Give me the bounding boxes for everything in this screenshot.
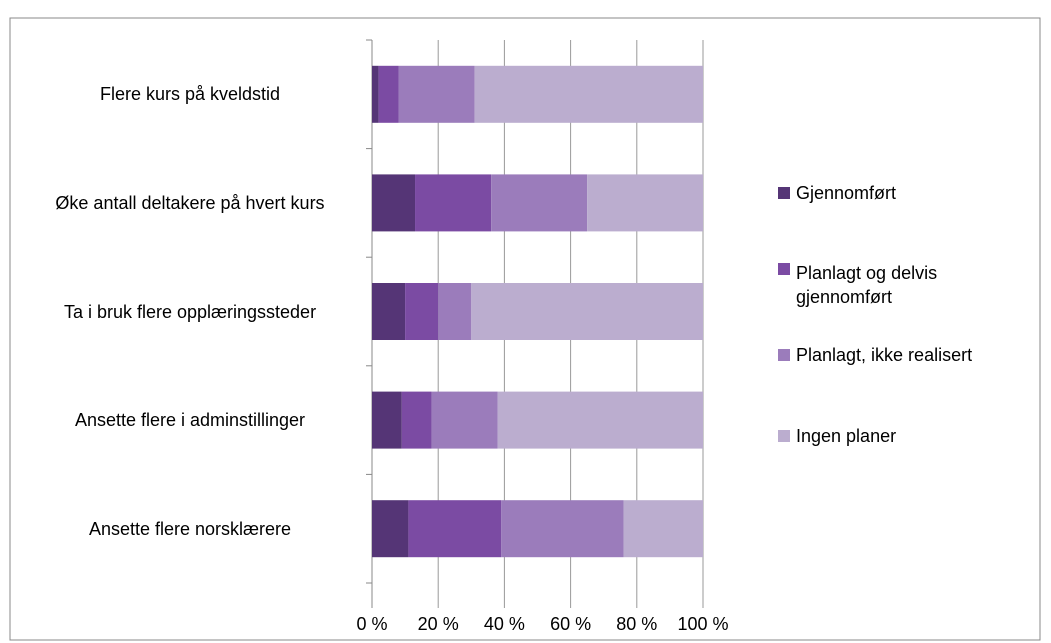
legend-label: Planlagt og delvis gjennomført bbox=[796, 263, 938, 307]
bar-segment bbox=[372, 500, 409, 558]
x-tick-label: 40 % bbox=[484, 614, 525, 634]
bar-segment bbox=[372, 174, 416, 232]
x-tick-label: 100 % bbox=[677, 614, 728, 634]
legend-label: Gjennomført bbox=[796, 183, 897, 203]
bar-segment bbox=[501, 500, 624, 558]
bar-segment bbox=[431, 391, 498, 449]
bar-segment bbox=[372, 283, 406, 340]
bar-segment bbox=[401, 391, 432, 449]
x-tick-label: 80 % bbox=[616, 614, 657, 634]
legend-swatch bbox=[778, 430, 790, 442]
legend-label: Ingen planer bbox=[796, 426, 897, 446]
bar-segment bbox=[372, 391, 402, 449]
legend-swatch bbox=[778, 187, 790, 199]
category-label: Ansette flere i adminstillinger bbox=[74, 410, 306, 431]
category-label: Øke antall deltakere på hvert kurs bbox=[55, 192, 325, 213]
legend-swatch bbox=[778, 349, 790, 361]
bar-segment bbox=[474, 65, 703, 123]
bar-segment bbox=[405, 283, 439, 340]
category-label: Ansette flere norsklærere bbox=[88, 518, 292, 539]
bar-segment bbox=[378, 65, 399, 123]
x-tick-label: 20 % bbox=[418, 614, 459, 634]
bar-segment bbox=[623, 500, 703, 558]
bar-segment bbox=[372, 65, 379, 123]
x-tick-label: 0 % bbox=[356, 614, 387, 634]
category-label: Flere kurs på kveldstid bbox=[99, 84, 281, 105]
category-label: Ta i bruk flere opplæringssteder bbox=[63, 301, 317, 322]
bar-segment bbox=[497, 391, 703, 449]
bar-segment bbox=[587, 174, 703, 232]
bar-segment bbox=[438, 283, 472, 340]
legend-swatch bbox=[778, 263, 790, 275]
bar-segment bbox=[398, 65, 475, 123]
bar-segment bbox=[471, 283, 703, 340]
x-tick-label: 60 % bbox=[550, 614, 591, 634]
bar-segment bbox=[415, 174, 492, 232]
bar-segment bbox=[491, 174, 588, 232]
bar-segment bbox=[408, 500, 502, 558]
legend-label: Planlagt, ikke realisert bbox=[796, 345, 973, 365]
